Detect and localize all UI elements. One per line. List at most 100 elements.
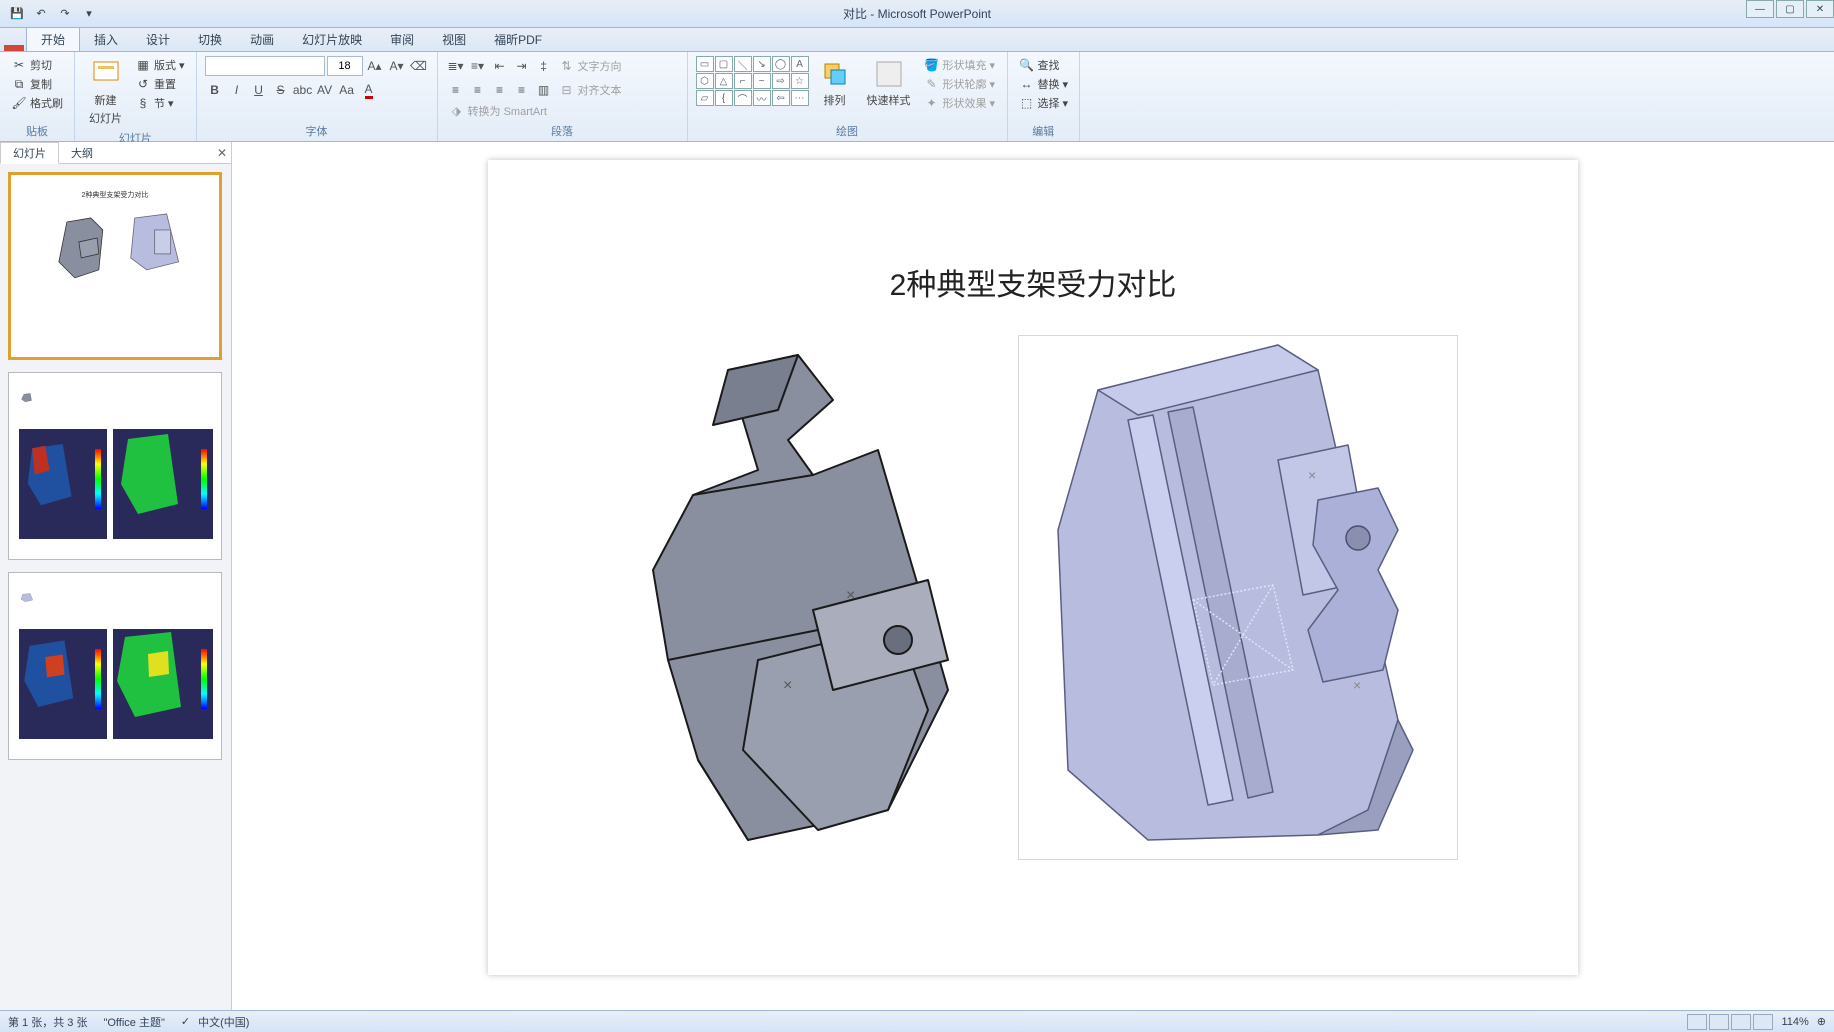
panel-close-button[interactable]: ✕: [217, 146, 227, 160]
align-left-button[interactable]: ≡: [446, 80, 466, 100]
thumb-3[interactable]: [8, 572, 222, 760]
text-direction-button[interactable]: ⇅文字方向: [556, 56, 625, 76]
shape-gallery[interactable]: ▭ ▢ ＼ ↘ ◯ A ⬡ △ ⌐ ~ ⇨ ☆ ▱ { ⌒ 〰 ⇦ ⋯: [696, 56, 809, 106]
tab-insert[interactable]: 插入: [80, 28, 132, 51]
shadow-button[interactable]: abc: [293, 80, 313, 100]
spellcheck-icon[interactable]: ✓: [181, 1015, 190, 1028]
shape-tri-icon[interactable]: △: [715, 73, 733, 89]
maximize-button[interactable]: ▢: [1776, 0, 1804, 18]
tab-transitions[interactable]: 切换: [184, 28, 236, 51]
thumb-1[interactable]: 2种典型支架受力对比: [8, 172, 222, 360]
normal-view-button[interactable]: [1687, 1014, 1707, 1030]
shape-hex-icon[interactable]: ⬡: [696, 73, 714, 89]
font-color-button[interactable]: A: [359, 80, 379, 100]
columns-button[interactable]: ▥: [534, 80, 554, 100]
shape-more-icon[interactable]: ⋯: [791, 90, 809, 106]
fit-button[interactable]: ⊕: [1817, 1015, 1826, 1028]
outline-icon: ✎: [924, 76, 940, 92]
shape-curve-icon[interactable]: ~: [753, 73, 771, 89]
close-button[interactable]: ✕: [1806, 0, 1834, 18]
reading-view-button[interactable]: [1731, 1014, 1751, 1030]
tab-review[interactable]: 审阅: [376, 28, 428, 51]
layout-button[interactable]: ▦版式 ▾: [132, 56, 188, 74]
align-right-button[interactable]: ≡: [490, 80, 510, 100]
editor-area[interactable]: 2种典型支架受力对比 × ×: [232, 142, 1834, 1010]
slide-title: 2种典型支架受力对比: [488, 260, 1578, 304]
group-label: 贴板: [8, 123, 66, 139]
grow-font-button[interactable]: A▴: [365, 56, 385, 76]
tab-foxit[interactable]: 福昕PDF: [480, 28, 556, 51]
shape-elbow-icon[interactable]: ⌐: [734, 73, 752, 89]
group-label: 绘图: [696, 123, 999, 139]
tab-slideshow[interactable]: 幻灯片放映: [288, 28, 376, 51]
font-name-input[interactable]: [205, 56, 325, 76]
italic-button[interactable]: I: [227, 80, 247, 100]
underline-button[interactable]: U: [249, 80, 269, 100]
copy-button[interactable]: ⧉复制: [8, 75, 66, 93]
indent-dec-button[interactable]: ⇤: [490, 56, 510, 76]
bold-button[interactable]: B: [205, 80, 225, 100]
arrange-button[interactable]: 排列: [813, 56, 857, 110]
strike-button[interactable]: S: [271, 80, 291, 100]
line-spacing-button[interactable]: ‡: [534, 56, 554, 76]
bullets-button[interactable]: ≣▾: [446, 56, 466, 76]
fill-icon: 🪣: [924, 57, 940, 73]
shape-text-icon[interactable]: A: [791, 56, 809, 72]
shape-rect-icon[interactable]: ▭: [696, 56, 714, 72]
case-button[interactable]: Aa: [337, 80, 357, 100]
shape-rounded-icon[interactable]: ▢: [715, 56, 733, 72]
file-tab[interactable]: [4, 45, 24, 51]
format-painter-button[interactable]: 🖌格式刷: [8, 94, 66, 112]
section-button[interactable]: §节 ▾: [132, 94, 188, 112]
shape-arc-icon[interactable]: ⌒: [734, 90, 752, 106]
font-size-input[interactable]: [327, 56, 363, 76]
shape-star-icon[interactable]: ☆: [791, 73, 809, 89]
reset-button[interactable]: ↺重置: [132, 75, 188, 93]
shape-line-icon[interactable]: ＼: [734, 56, 752, 72]
shape-outline-button[interactable]: ✎形状轮廓 ▾: [921, 75, 999, 93]
tab-animations[interactable]: 动画: [236, 28, 288, 51]
smartart-button[interactable]: ⬗转换为 SmartArt: [446, 102, 679, 120]
shape-fill-button[interactable]: 🪣形状填充 ▾: [921, 56, 999, 74]
replace-button[interactable]: ↔替换 ▾: [1016, 75, 1072, 93]
align-center-button[interactable]: ≡: [468, 80, 488, 100]
group-paragraph: ≣▾ ≡▾ ⇤ ⇥ ‡ ⇅文字方向 ≡ ≡ ≡ ≡ ▥ ⊟对齐文本 ⬗转换为 S…: [438, 52, 688, 141]
cut-button[interactable]: ✂剪切: [8, 56, 66, 74]
numbering-button[interactable]: ≡▾: [468, 56, 488, 76]
quick-styles-button[interactable]: 快速样式: [861, 56, 917, 110]
undo-icon[interactable]: ↶: [32, 5, 50, 23]
tab-design[interactable]: 设计: [132, 28, 184, 51]
shape-wave-icon[interactable]: 〰: [753, 90, 771, 106]
shape-right-icon[interactable]: ⇨: [772, 73, 790, 89]
panel-tab-outline[interactable]: 大纲: [59, 143, 105, 163]
window-controls: — ▢ ✕: [1744, 0, 1834, 18]
slide-canvas[interactable]: 2种典型支架受力对比 × ×: [488, 160, 1578, 975]
shape-oval-icon[interactable]: ◯: [772, 56, 790, 72]
thumb-2[interactable]: [8, 372, 222, 560]
save-icon[interactable]: 💾: [8, 5, 26, 23]
spacing-button[interactable]: AV: [315, 80, 335, 100]
shape-left-icon[interactable]: ⇦: [772, 90, 790, 106]
shrink-font-button[interactable]: A▾: [387, 56, 407, 76]
select-button[interactable]: ⬚选择 ▾: [1016, 94, 1072, 112]
tab-view[interactable]: 视图: [428, 28, 480, 51]
new-slide-button[interactable]: 新建 幻灯片: [83, 56, 128, 128]
find-button[interactable]: 🔍查找: [1016, 56, 1072, 74]
zoom-level[interactable]: 114%: [1781, 1016, 1808, 1028]
qat-more-icon[interactable]: ▾: [80, 5, 98, 23]
redo-icon[interactable]: ↷: [56, 5, 74, 23]
shape-para-icon[interactable]: ▱: [696, 90, 714, 106]
shape-effects-button[interactable]: ✦形状效果 ▾: [921, 94, 999, 112]
slideshow-view-button[interactable]: [1753, 1014, 1773, 1030]
indent-inc-button[interactable]: ⇥: [512, 56, 532, 76]
sorter-view-button[interactable]: [1709, 1014, 1729, 1030]
clear-format-button[interactable]: ⌫: [409, 56, 429, 76]
tab-home[interactable]: 开始: [26, 27, 80, 51]
justify-button[interactable]: ≡: [512, 80, 532, 100]
shape-arrow-icon[interactable]: ↘: [753, 56, 771, 72]
align-text-button[interactable]: ⊟对齐文本: [556, 80, 625, 100]
shape-brace-icon[interactable]: {: [715, 90, 733, 106]
minimize-button[interactable]: —: [1746, 0, 1774, 18]
panel-tab-slides[interactable]: 幻灯片: [0, 142, 59, 164]
group-label: 段落: [446, 123, 679, 139]
